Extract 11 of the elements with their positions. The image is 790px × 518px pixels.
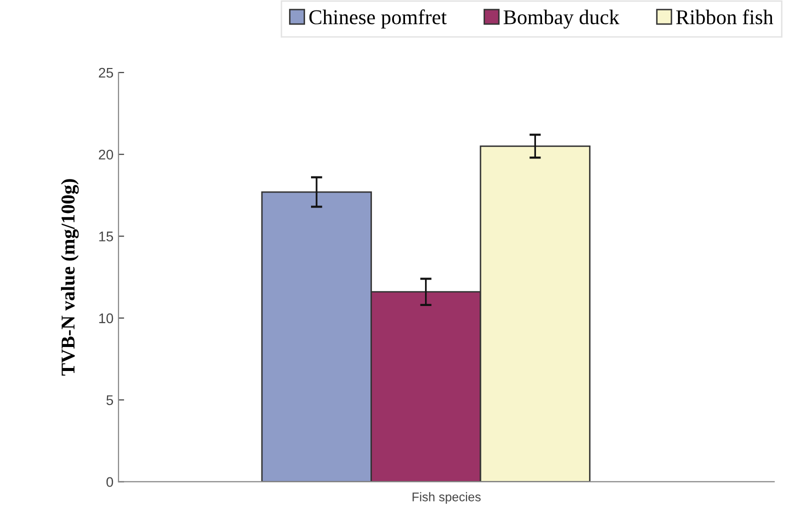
y-tick-label: 15 [99, 232, 114, 242]
legend-label: Ribbon fish [676, 9, 774, 24]
x-axis-title: Fish species [412, 492, 481, 504]
legend-label: Bombay duck [504, 10, 620, 29]
y-tick-label: 5 [106, 395, 114, 406]
y-tick-label: 0 [106, 477, 114, 487]
y-tick-label: 25 [98, 68, 114, 78]
y-tick-label: 10 [99, 313, 114, 324]
y-tick-label: 20 [98, 150, 114, 160]
legend-label: Chinese pomfret [309, 9, 447, 29]
y-axis-title: TVB-N value (mg/100g) [60, 179, 79, 376]
